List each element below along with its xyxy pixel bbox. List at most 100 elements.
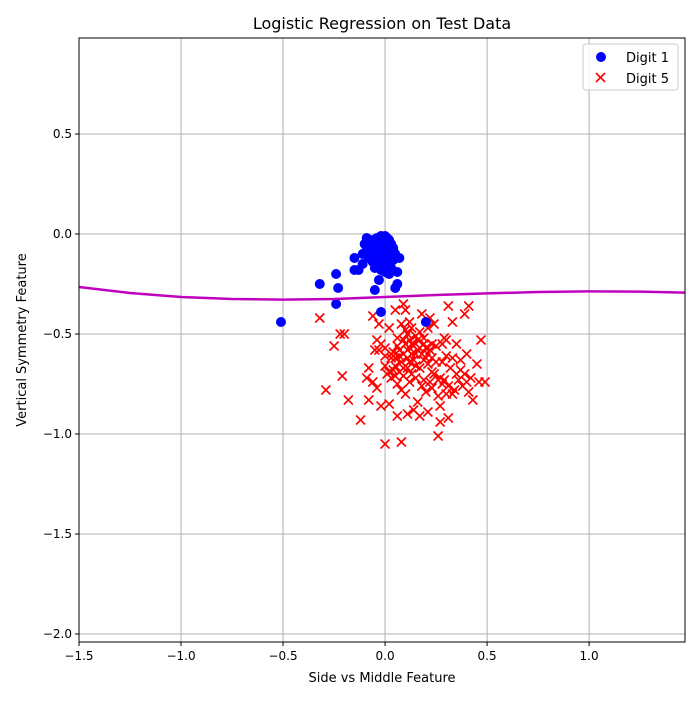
x-stroke [414,342,425,354]
x-tick-label: 0.5 [478,649,497,663]
digit-1-point [333,283,344,293]
digit-5-point [451,368,462,380]
x-stroke [418,354,429,366]
digit-5-point [398,298,409,310]
x-stroke [398,298,409,310]
y-tick-label: 0.0 [53,227,72,241]
x-stroke [431,340,442,352]
digit-1-point [378,261,389,271]
x-stroke [335,328,346,340]
x-stroke [441,388,452,400]
digit-5-point [379,350,391,362]
digit-5-point [408,354,419,366]
digit-1-point [369,285,380,295]
digit-5-point [441,350,452,362]
digit-5-point [471,358,482,370]
digit-5-point [473,376,484,388]
digit-5-point [390,370,401,382]
x-stroke [398,370,409,382]
x-stroke [422,406,433,418]
x-stroke [471,358,482,370]
digit-1-point [380,251,391,261]
digit-1-point [365,241,376,251]
digit-5-point [433,374,444,386]
digit-5-point [363,362,374,374]
x-stroke [402,352,413,364]
digit-5-point [379,438,391,450]
digit-5-point [367,376,378,388]
digit-1-point [382,233,393,243]
digit-5-point [433,430,444,442]
x-stroke [473,376,484,388]
x-stroke [373,344,385,356]
x-stroke [467,394,478,406]
digit-5-point [320,384,331,396]
x-stroke [428,368,440,380]
digit-1-point [361,233,372,243]
x-stroke [424,376,436,388]
digit-1-point [373,275,384,285]
digit-5-point [392,378,403,390]
y-tick-label: −0.5 [43,327,72,341]
x-stroke [402,408,413,420]
x-stroke [410,360,421,372]
x-stroke [404,316,415,328]
x-stroke [426,338,438,350]
digit-5-point [371,382,382,394]
x-stroke [396,318,407,330]
digit-5-point [400,304,411,316]
x-stroke [435,400,446,412]
x-stroke [328,340,340,352]
x-stroke [461,376,472,388]
x-stroke [402,362,413,374]
x-stroke [463,300,474,312]
digit-5-point [361,372,372,384]
x-stroke [390,304,401,316]
x-stroke [463,386,474,398]
plot-frame [78,37,686,643]
digit-5-point [441,334,452,346]
digit-5-point [392,410,403,422]
digit-5-point [410,360,421,372]
x-stroke [367,310,378,322]
digit-5-point [384,322,395,334]
x-stroke [406,338,417,350]
digit-5-point [441,388,452,400]
x-stroke [392,332,403,344]
digit-5-point [437,356,448,368]
x-stroke [447,316,458,328]
digit-5-point [355,414,366,426]
digit-5-point [416,380,427,392]
x-stroke [379,342,391,354]
x-stroke [408,354,419,366]
x-stroke [392,410,403,422]
digit-1-point [369,249,380,259]
x-tick-label: −1.0 [166,649,195,663]
digit-5-point [426,382,438,394]
digit-5-point [475,334,487,346]
digit-5-point [447,352,458,364]
x-stroke [414,362,425,374]
digit-5-point [375,400,387,412]
x-stroke [363,394,374,406]
x-stroke [390,370,401,382]
legend-marker-digit-1 [596,52,606,62]
x-stroke [355,414,366,426]
legend-marker-digit-5 [595,72,606,83]
digit-5-point [314,312,325,324]
x-stroke [475,334,487,346]
digit-5-point [400,324,411,336]
x-stroke [433,374,444,386]
digit-5-point [396,356,407,368]
x-stroke [420,386,431,398]
digit-5-point [451,338,462,350]
digit-5-point [398,362,409,374]
digit-5-point [412,396,423,408]
x-tick-label: 1.0 [580,649,599,663]
x-stroke [428,318,440,330]
digit-5-point [443,380,454,392]
digit-5-point [422,406,433,418]
digit-5-point [435,416,446,428]
x-stroke [435,416,446,428]
